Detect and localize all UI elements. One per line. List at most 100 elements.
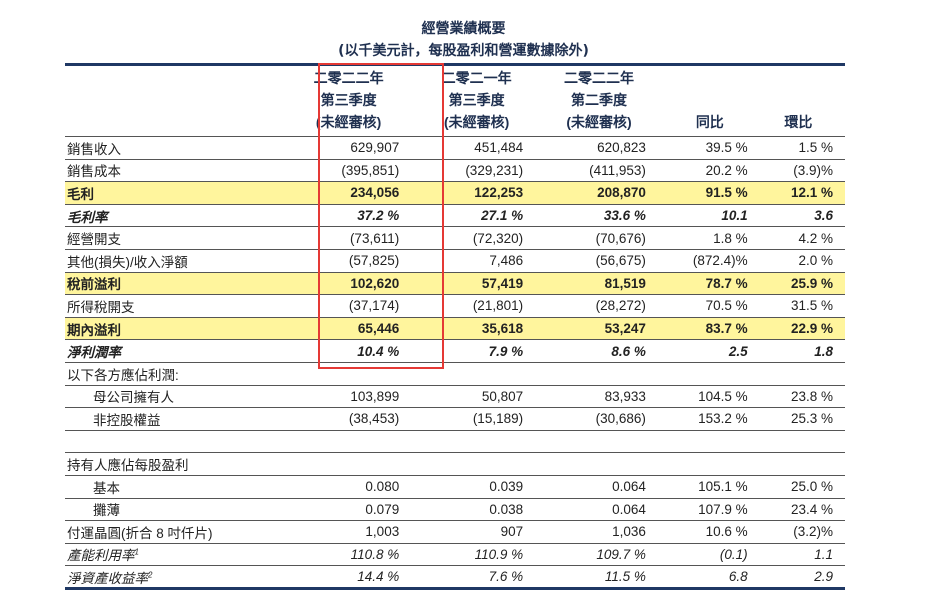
table-row: 毛利 234,056 122,253 208,870 91.5 % 12.1 %	[65, 181, 845, 205]
cell-value: 91.5 %	[705, 185, 748, 201]
cell-value: 1.5 %	[798, 140, 833, 156]
row-label: 非控股權益	[93, 412, 161, 428]
cell-value: (73,611)	[349, 230, 400, 246]
cell-value	[763, 430, 845, 453]
cell-value	[429, 453, 551, 476]
cell-value: 39.5 %	[705, 140, 748, 156]
cell-value: (70,676)	[595, 230, 646, 246]
row-label: 產能利用率1	[67, 547, 139, 564]
cell-value: 2.9	[814, 569, 833, 585]
column-header-line: 環比	[784, 114, 813, 130]
table-row: 母公司擁有人 103,899 50,807 83,933 104.5 % 23.8 %	[65, 385, 845, 408]
cell-value: 208,870	[597, 185, 646, 201]
cell-value	[671, 430, 763, 453]
cell-value: 1.1	[814, 546, 833, 562]
cell-value	[429, 430, 551, 453]
cell-value: 1,003	[365, 524, 400, 540]
row-label: 所得稅開支	[67, 299, 135, 315]
row-label: 付運晶圓(折合 8 吋仟片)	[67, 525, 213, 541]
cell-value: 2.0 %	[798, 253, 833, 269]
cell-value: 25.0 %	[790, 479, 833, 495]
cell-value: 10.1	[721, 208, 748, 224]
cell-value: 110.9 %	[474, 546, 524, 562]
column-header-line: (未經審核)	[444, 114, 510, 130]
cell-value: 103,899	[350, 388, 400, 404]
table-row: 稅前溢利 102,620 57,419 81,519 78.7 % 25.9 %	[65, 272, 845, 295]
row-label: 以下各方應佔利潤:	[67, 367, 179, 383]
cell-value	[551, 430, 671, 453]
results-table: 二零二二年 第三季度 (未經審核) 二零二一年 第三季度 (未經審核) 二零二二年 第二季度 (…	[65, 63, 845, 590]
cell-value: (395,851)	[341, 162, 400, 178]
cell-value: 234,056	[350, 185, 400, 201]
row-label: 期內溢利	[67, 322, 121, 338]
row-label: 持有人應佔每股盈利	[67, 458, 189, 474]
row-label: 其他(損失)/收入淨額	[67, 254, 188, 270]
column-header: 二零二二年 第二季度 (未經審核)	[551, 65, 671, 137]
table-row: 期內溢利 65,446 35,618 53,247 83.7 % 22.9 %	[65, 317, 845, 340]
table-row: 攤薄 0.079 0.038 0.064 107.9 % 23.4 %	[65, 498, 845, 521]
cell-value: 83.7 %	[705, 321, 748, 337]
table-row: 其他(損失)/收入淨額 (57,825) 7,486 (56,675) (872.4)%…	[65, 249, 845, 273]
cell-value: 7.9 %	[488, 343, 524, 359]
cell-value: (38,453)	[348, 411, 400, 427]
cell-value: 620,823	[597, 140, 646, 156]
cell-value: 104.5 %	[698, 388, 748, 404]
cell-value: 23.4 %	[790, 501, 833, 517]
row-label: 稅前溢利	[67, 277, 121, 293]
cell-value: 4.2 %	[798, 230, 833, 246]
cell-value: 11.5 %	[604, 569, 646, 585]
row-label: 銷售成本	[67, 164, 121, 180]
cell-value: (37,174)	[348, 298, 400, 314]
row-label: 毛利	[67, 186, 94, 202]
cell-value	[763, 453, 845, 476]
column-header-line: (未經審核)	[315, 114, 382, 130]
cell-value: 33.6 %	[603, 208, 646, 224]
cell-value: 83,933	[604, 388, 646, 404]
cell-value: (28,272)	[595, 298, 646, 314]
cell-value: 629,907	[350, 140, 400, 156]
cell-value	[671, 453, 763, 476]
column-header: 二零二一年 第三季度 (未經審核)	[429, 65, 551, 137]
cell-value	[429, 362, 551, 385]
table-row: 銷售收入 629,907 451,484 620,823 39.5 % 1.5 %	[65, 137, 845, 160]
table-row: 以下各方應佔利潤:	[65, 362, 845, 386]
column-header: 環比	[763, 65, 845, 137]
cell-value	[297, 453, 429, 476]
cell-value: (3.2)%	[793, 524, 833, 540]
column-header-line: 二零二一年	[441, 70, 512, 86]
table-row: 產能利用率1 110.8 % 110.9 % 109.7 % (0.1) 1.1	[65, 543, 845, 566]
highlight-box	[318, 63, 444, 369]
cell-value: 10.4 %	[357, 343, 400, 359]
row-label: 基本	[93, 480, 120, 496]
cell-value: 6.8	[728, 569, 748, 585]
footnote-marker: 2	[148, 570, 153, 580]
column-header-line: (未經審核)	[566, 114, 632, 130]
cell-value: 37.2 %	[357, 208, 400, 224]
row-label: 淨資產收益率2	[67, 570, 153, 586]
table-row	[65, 430, 845, 453]
cell-value: (3.9)%	[793, 162, 833, 178]
cell-value: 0.038	[489, 501, 524, 517]
cell-value: 25.9 %	[790, 275, 833, 291]
cell-value: 31.5 %	[790, 298, 833, 314]
cell-value: 110.8 %	[350, 546, 400, 562]
cell-value: (329,231)	[465, 162, 524, 178]
cell-value: 8.6 %	[611, 343, 646, 359]
cell-value	[551, 453, 671, 476]
cell-value: (15,189)	[472, 411, 524, 427]
footnote-marker: 1	[134, 547, 139, 557]
cell-value: 0.080	[365, 479, 400, 495]
cell-value: 7,486	[489, 253, 524, 269]
cell-value: (21,801)	[472, 298, 524, 314]
cell-value: 7.6 %	[488, 569, 524, 585]
cell-value: 107.9 %	[698, 501, 748, 517]
cell-value: 57,419	[481, 275, 524, 291]
cell-value: 27.1 %	[481, 208, 524, 224]
row-label: 毛利率	[67, 209, 108, 225]
cell-value: 2.5	[728, 343, 748, 359]
cell-value: (872.4)%	[692, 253, 748, 269]
cell-value: (30,686)	[595, 411, 646, 427]
report-subtitle: (以千美元計，每股盈利和營運數據除外)	[338, 43, 589, 59]
column-header-line: 第二季度	[571, 92, 628, 108]
cell-value: 0.064	[612, 501, 646, 517]
